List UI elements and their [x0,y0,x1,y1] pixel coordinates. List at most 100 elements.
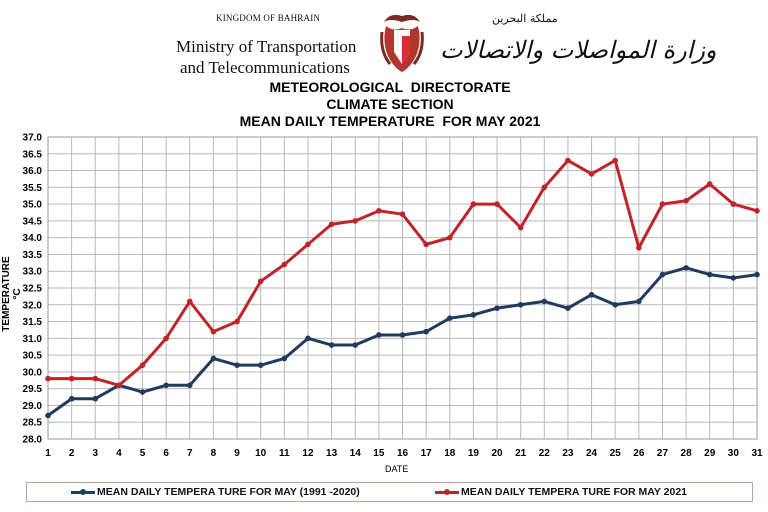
series-2-point [706,181,713,187]
series-1-point [163,382,169,389]
x-tick-label: 29 [704,448,716,459]
series-2-point [281,261,288,268]
series-2-point [636,244,642,251]
y-tick-label: 33.5 [23,250,43,261]
series-1-point [730,275,737,281]
series-2-point [683,197,689,204]
x-tick-label: 3 [92,448,98,459]
series-2-point [517,224,524,231]
series-2-point [754,208,760,214]
legend-swatch-series-2 [435,488,459,495]
series-2-point [187,298,193,305]
series-1-point [328,342,335,348]
series-2-point [68,375,75,382]
series-1-point [281,355,288,362]
series-2-point [588,171,595,177]
series-1-point [612,301,618,308]
y-tick-label: 36.5 [23,149,43,160]
x-tick-label: 6 [163,448,169,459]
series-1-point [754,271,760,278]
chart-title-line-2: CLIMATE SECTION [326,96,454,112]
series-1-point [636,298,642,305]
chart-title-line-3: MEAN DAILY TEMPERATURE FOR MAY 2021 [239,113,541,129]
series-1-point [305,335,311,342]
series-1-point [45,412,51,419]
x-tick-label: 4 [116,448,122,459]
x-tick-label: 9 [234,448,240,459]
y-tick-label: 28.5 [23,418,43,429]
series-2-point [352,218,359,224]
y-tick-label: 33.0 [23,267,43,278]
legend-label-series-1: MEAN DAILY TEMPERA TURE FOR MAY (1991 -2… [97,486,360,498]
x-tick-label: 2 [69,448,75,459]
x-tick-label: 12 [302,448,314,459]
series-2-point [139,362,146,368]
series-1-point [659,271,666,278]
y-tick-label: 29.5 [23,384,43,395]
legend: MEAN DAILY TEMPERA TURE FOR MAY (1991 -2… [26,482,753,502]
x-tick-label: 14 [350,448,362,459]
series-2-point [45,375,51,382]
legend-item-series-1: MEAN DAILY TEMPERA TURE FOR MAY (1991 -2… [71,486,360,498]
legend-item-series-2: MEAN DAILY TEMPERA TURE FOR MAY 2021 [435,486,687,498]
series-2-point [305,241,311,248]
series-1-point [399,332,406,338]
x-tick-label: 22 [539,448,551,459]
series-2-point [328,221,335,228]
series-2-point [659,201,666,207]
series-2-point [612,157,618,164]
legend-swatch-series-1 [71,488,95,495]
series-1-point [494,305,500,311]
x-tick-label: 13 [326,448,338,459]
x-tick-label: 20 [491,448,503,459]
series-1-point [68,395,75,402]
series-2-point [376,208,382,214]
x-tick-label: 25 [610,448,622,459]
ministry-name: Ministry of Transportation and Telecommu… [176,36,356,78]
series-1-point [210,355,217,362]
series-1-point [683,265,689,271]
x-tick-label: 18 [444,448,456,459]
series-1-point [352,342,359,348]
series-lines [45,157,760,419]
x-tick-label: 11 [279,448,290,459]
arabic-kingdom-label: مملكة البحرين [492,12,558,25]
y-tick-label: 32.0 [23,300,43,311]
series-2-point [257,278,264,285]
series-2-point [399,211,406,217]
x-tick-label: 27 [657,448,669,459]
series-2-point [494,201,500,207]
series-2-point [446,234,453,241]
series-2-point [234,318,240,325]
series-1-point [470,312,477,318]
x-tick-label: 24 [586,448,598,459]
series-2-point [541,184,548,191]
x-tick-label: 21 [515,448,527,459]
series-1-point [517,301,524,308]
series-2-point [116,382,122,389]
series-1-point [92,395,99,402]
y-tick-label: 35.5 [23,183,43,194]
plot-area-border [47,136,758,440]
y-tick-label: 36.0 [23,166,43,177]
x-tick-label: 15 [373,448,385,459]
y-tick-label: 37.0 [23,133,43,144]
y-tick-label: 32.5 [23,284,43,295]
x-tick-label: 28 [681,448,693,459]
series-1-point [187,382,193,389]
x-tick-label: 19 [468,448,480,459]
series-1-point [139,389,146,395]
y-tick-label: 34.0 [23,233,43,244]
series-2-point [92,375,99,382]
y-tick-label: 31.0 [23,334,43,345]
series-2-point [470,201,477,207]
x-tick-label: 10 [255,448,267,459]
y-tick-label: 28.0 [23,435,43,446]
series-2-point [163,335,169,342]
x-tick-label: 31 [751,448,763,459]
series-1-point [423,328,429,335]
series-1-point [706,271,713,278]
series-2-point [423,241,429,248]
legend-label-series-2: MEAN DAILY TEMPERA TURE FOR MAY 2021 [461,486,687,498]
